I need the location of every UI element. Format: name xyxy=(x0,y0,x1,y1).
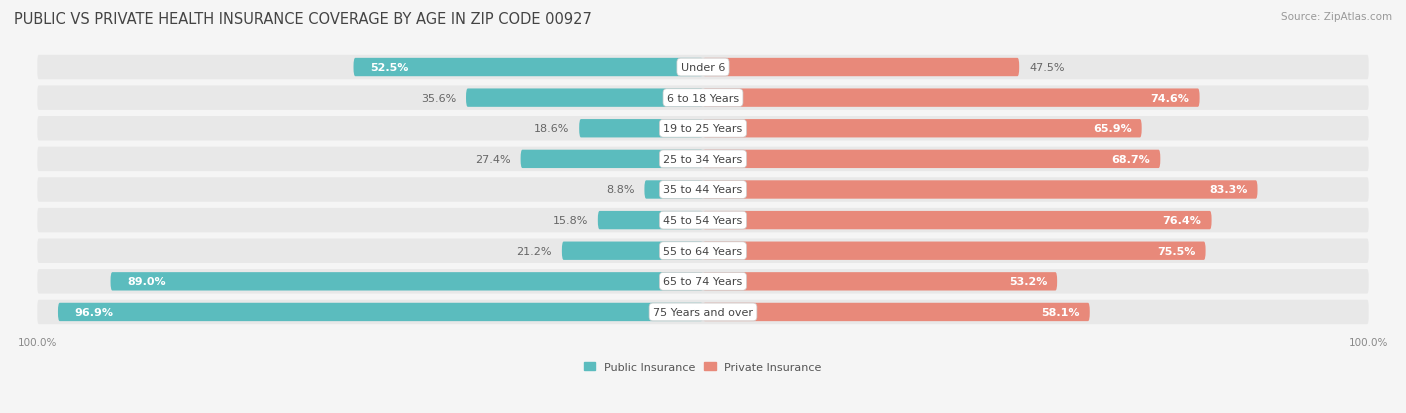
FancyBboxPatch shape xyxy=(58,303,703,321)
Text: 15.8%: 15.8% xyxy=(553,216,588,225)
FancyBboxPatch shape xyxy=(38,147,1368,172)
FancyBboxPatch shape xyxy=(353,59,703,77)
Text: 65.9%: 65.9% xyxy=(1092,124,1132,134)
Text: 21.2%: 21.2% xyxy=(516,246,553,256)
FancyBboxPatch shape xyxy=(703,150,1160,169)
Text: 19 to 25 Years: 19 to 25 Years xyxy=(664,124,742,134)
Text: 68.7%: 68.7% xyxy=(1112,154,1150,164)
FancyBboxPatch shape xyxy=(38,86,1368,111)
Text: 52.5%: 52.5% xyxy=(370,63,409,73)
FancyBboxPatch shape xyxy=(38,269,1368,294)
Legend: Public Insurance, Private Insurance: Public Insurance, Private Insurance xyxy=(583,362,823,372)
FancyBboxPatch shape xyxy=(38,300,1368,324)
FancyBboxPatch shape xyxy=(38,56,1368,80)
FancyBboxPatch shape xyxy=(703,303,1090,321)
FancyBboxPatch shape xyxy=(520,150,703,169)
Text: 35.6%: 35.6% xyxy=(420,93,456,103)
Text: 25 to 34 Years: 25 to 34 Years xyxy=(664,154,742,164)
FancyBboxPatch shape xyxy=(38,117,1368,141)
FancyBboxPatch shape xyxy=(703,273,1057,291)
Text: 65 to 74 Years: 65 to 74 Years xyxy=(664,277,742,287)
Text: 6 to 18 Years: 6 to 18 Years xyxy=(666,93,740,103)
FancyBboxPatch shape xyxy=(703,89,1199,107)
FancyBboxPatch shape xyxy=(703,120,1142,138)
Text: 47.5%: 47.5% xyxy=(1029,63,1064,73)
FancyBboxPatch shape xyxy=(38,208,1368,233)
FancyBboxPatch shape xyxy=(579,120,703,138)
FancyBboxPatch shape xyxy=(38,239,1368,263)
FancyBboxPatch shape xyxy=(644,181,703,199)
Text: 18.6%: 18.6% xyxy=(534,124,569,134)
FancyBboxPatch shape xyxy=(465,89,703,107)
Text: 58.1%: 58.1% xyxy=(1042,307,1080,317)
FancyBboxPatch shape xyxy=(562,242,703,260)
Text: Under 6: Under 6 xyxy=(681,63,725,73)
FancyBboxPatch shape xyxy=(38,178,1368,202)
Text: 45 to 54 Years: 45 to 54 Years xyxy=(664,216,742,225)
Text: 83.3%: 83.3% xyxy=(1209,185,1247,195)
FancyBboxPatch shape xyxy=(703,59,1019,77)
FancyBboxPatch shape xyxy=(703,181,1257,199)
FancyBboxPatch shape xyxy=(598,211,703,230)
Text: 74.6%: 74.6% xyxy=(1150,93,1189,103)
Text: 35 to 44 Years: 35 to 44 Years xyxy=(664,185,742,195)
Text: 75 Years and over: 75 Years and over xyxy=(652,307,754,317)
FancyBboxPatch shape xyxy=(703,211,1212,230)
Text: 8.8%: 8.8% xyxy=(606,185,634,195)
Text: 53.2%: 53.2% xyxy=(1008,277,1047,287)
Text: PUBLIC VS PRIVATE HEALTH INSURANCE COVERAGE BY AGE IN ZIP CODE 00927: PUBLIC VS PRIVATE HEALTH INSURANCE COVER… xyxy=(14,12,592,27)
Text: 89.0%: 89.0% xyxy=(127,277,166,287)
FancyBboxPatch shape xyxy=(111,273,703,291)
Text: 75.5%: 75.5% xyxy=(1157,246,1195,256)
Text: 76.4%: 76.4% xyxy=(1163,216,1202,225)
Text: 27.4%: 27.4% xyxy=(475,154,510,164)
Text: 96.9%: 96.9% xyxy=(75,307,114,317)
Text: 55 to 64 Years: 55 to 64 Years xyxy=(664,246,742,256)
FancyBboxPatch shape xyxy=(703,242,1205,260)
Text: Source: ZipAtlas.com: Source: ZipAtlas.com xyxy=(1281,12,1392,22)
